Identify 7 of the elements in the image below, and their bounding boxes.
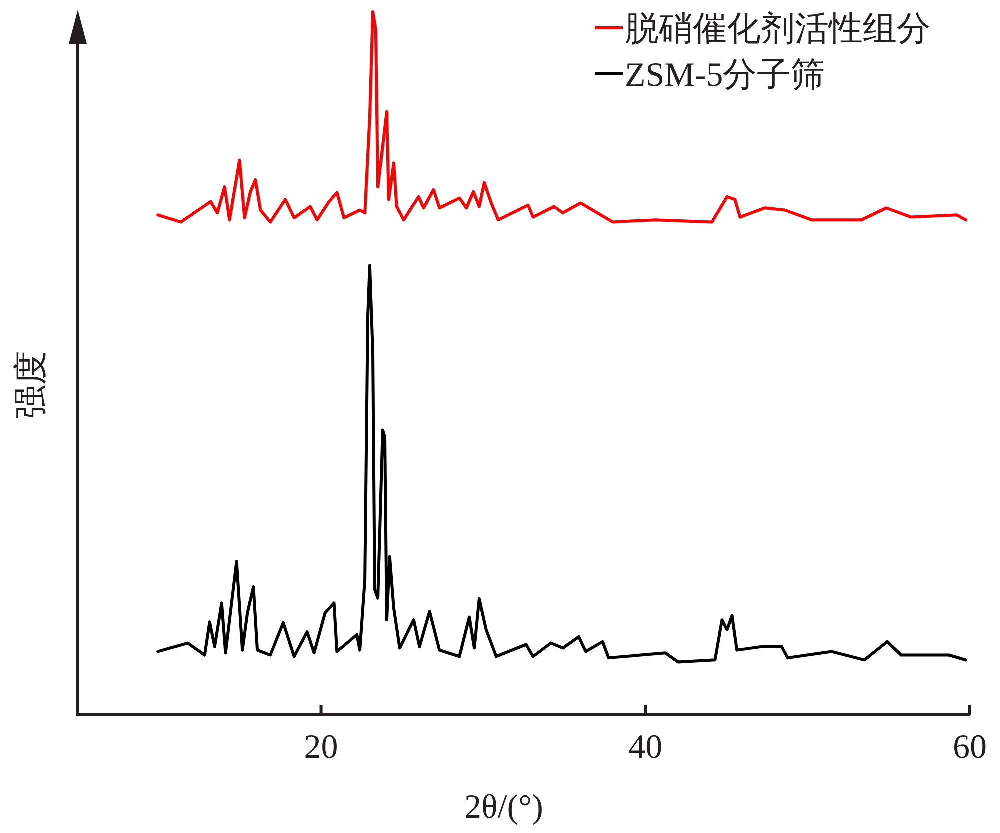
x-tick-label: 20 <box>304 729 338 766</box>
legend-label: ZSM-5分子筛 <box>625 57 826 94</box>
legend-label: 脱硝催化剂活性组分 <box>625 11 931 48</box>
y-label: 强度 <box>13 351 50 419</box>
x-label: 2θ/(°) <box>464 789 544 826</box>
x-tick-label: 40 <box>628 729 663 766</box>
x-tick-label: 60 <box>953 729 987 766</box>
